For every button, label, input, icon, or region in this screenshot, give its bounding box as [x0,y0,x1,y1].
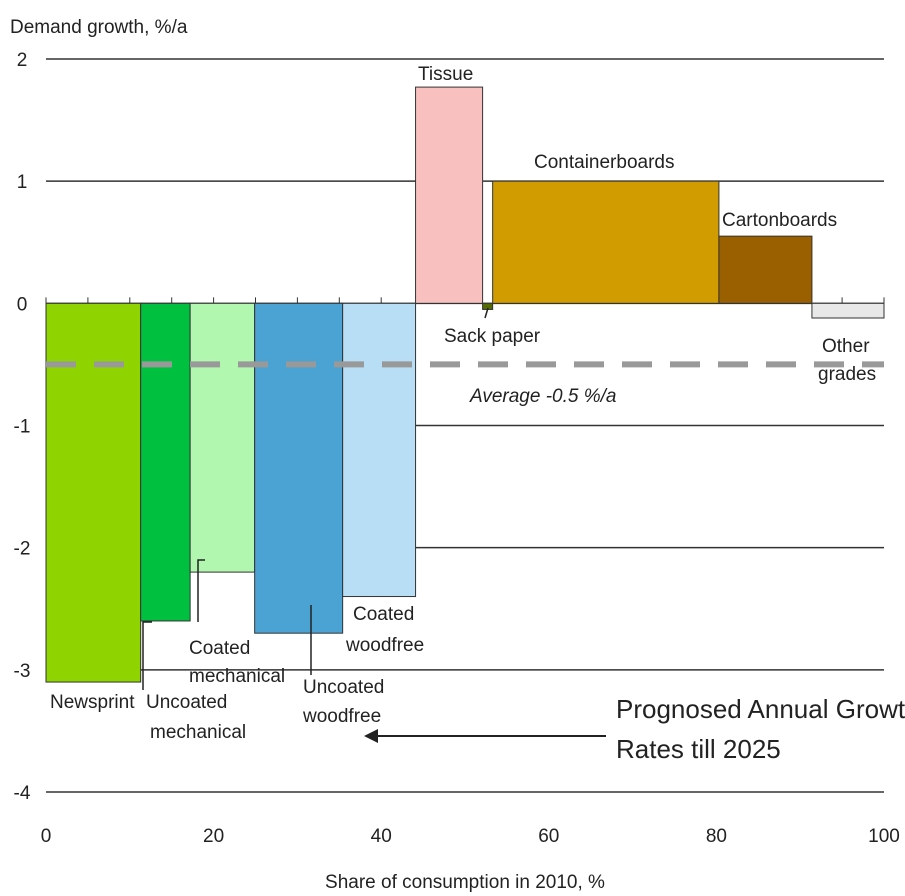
label-coated-woodfree-1: Coated [353,604,414,625]
label-coated-mechanical-1: Coated [189,638,250,659]
leader-line [484,307,489,319]
label-uncoated-woodfree-2: woodfree [302,706,381,727]
x-axis-title: Share of consumption in 2010, % [325,872,605,893]
y-tick-label: 1 [17,172,28,193]
bars [45,86,885,683]
x-tick-label: 100 [868,826,900,847]
bar-coated-mechanical [189,302,256,573]
label-uncoated-woodfree-1: Uncoated [303,677,384,698]
label-containerboards: Containerboards [534,152,674,173]
leader-lines [142,307,489,690]
leader-line [142,621,152,690]
x-tick-label: 80 [706,826,727,847]
annotation-line-2: Rates till 2025 [616,734,781,764]
annotation-arrow-head [364,729,378,743]
y-tick-label: -3 [14,661,31,682]
category-labels: Newsprint Uncoated mechanical Coated mechani… [50,64,876,743]
x-tick-label: 0 [41,826,52,847]
bar-uncoated-mechanical [140,302,191,622]
average-label: Average -0.5 %/a [469,386,616,407]
bar-containerboards [492,180,720,304]
bar-coated-woodfree [342,302,417,598]
label-cartonboards: Cartonboards [722,210,837,231]
label-tissue: Tissue [418,64,473,85]
label-coated-woodfree-2: woodfree [345,635,424,656]
label-other-grades-2: grades [818,364,876,385]
y-tick-labels: 2 1 0 -1 -2 -3 -4 [14,50,31,804]
label-sack-paper: Sack paper [444,326,541,347]
label-uncoated-mechanical-2: mechanical [150,722,246,743]
x-tick-labels: 0 20 40 60 80 100 [41,826,900,847]
x-tick-label: 40 [371,826,392,847]
label-uncoated-mechanical-1: Uncoated [146,692,227,713]
y-tick-label: -1 [14,417,31,438]
bar-tissue [415,86,484,304]
y-tick-label: -2 [14,539,31,560]
bar-uncoated-woodfree [254,302,344,634]
y-tick-label: -4 [14,783,31,804]
x-tick-label: 60 [538,826,559,847]
bar-newsprint [45,302,142,683]
bar-other-grades [811,302,885,319]
average-line-group: Average -0.5 %/a [46,361,884,407]
bar-cartonboards [718,235,813,304]
x-tick-label: 20 [203,826,224,847]
leader-line [197,559,205,622]
annotation-line-1: Prognosed Annual Growth [616,694,905,724]
label-other-grades-1: Other [822,336,870,357]
label-newsprint: Newsprint [50,692,135,713]
label-coated-mechanical-2: mechanical [189,666,285,687]
y-tick-label: 2 [17,50,28,71]
y-axis-title: Demand growth, %/a [10,17,188,38]
y-tick-label: 0 [17,294,28,315]
